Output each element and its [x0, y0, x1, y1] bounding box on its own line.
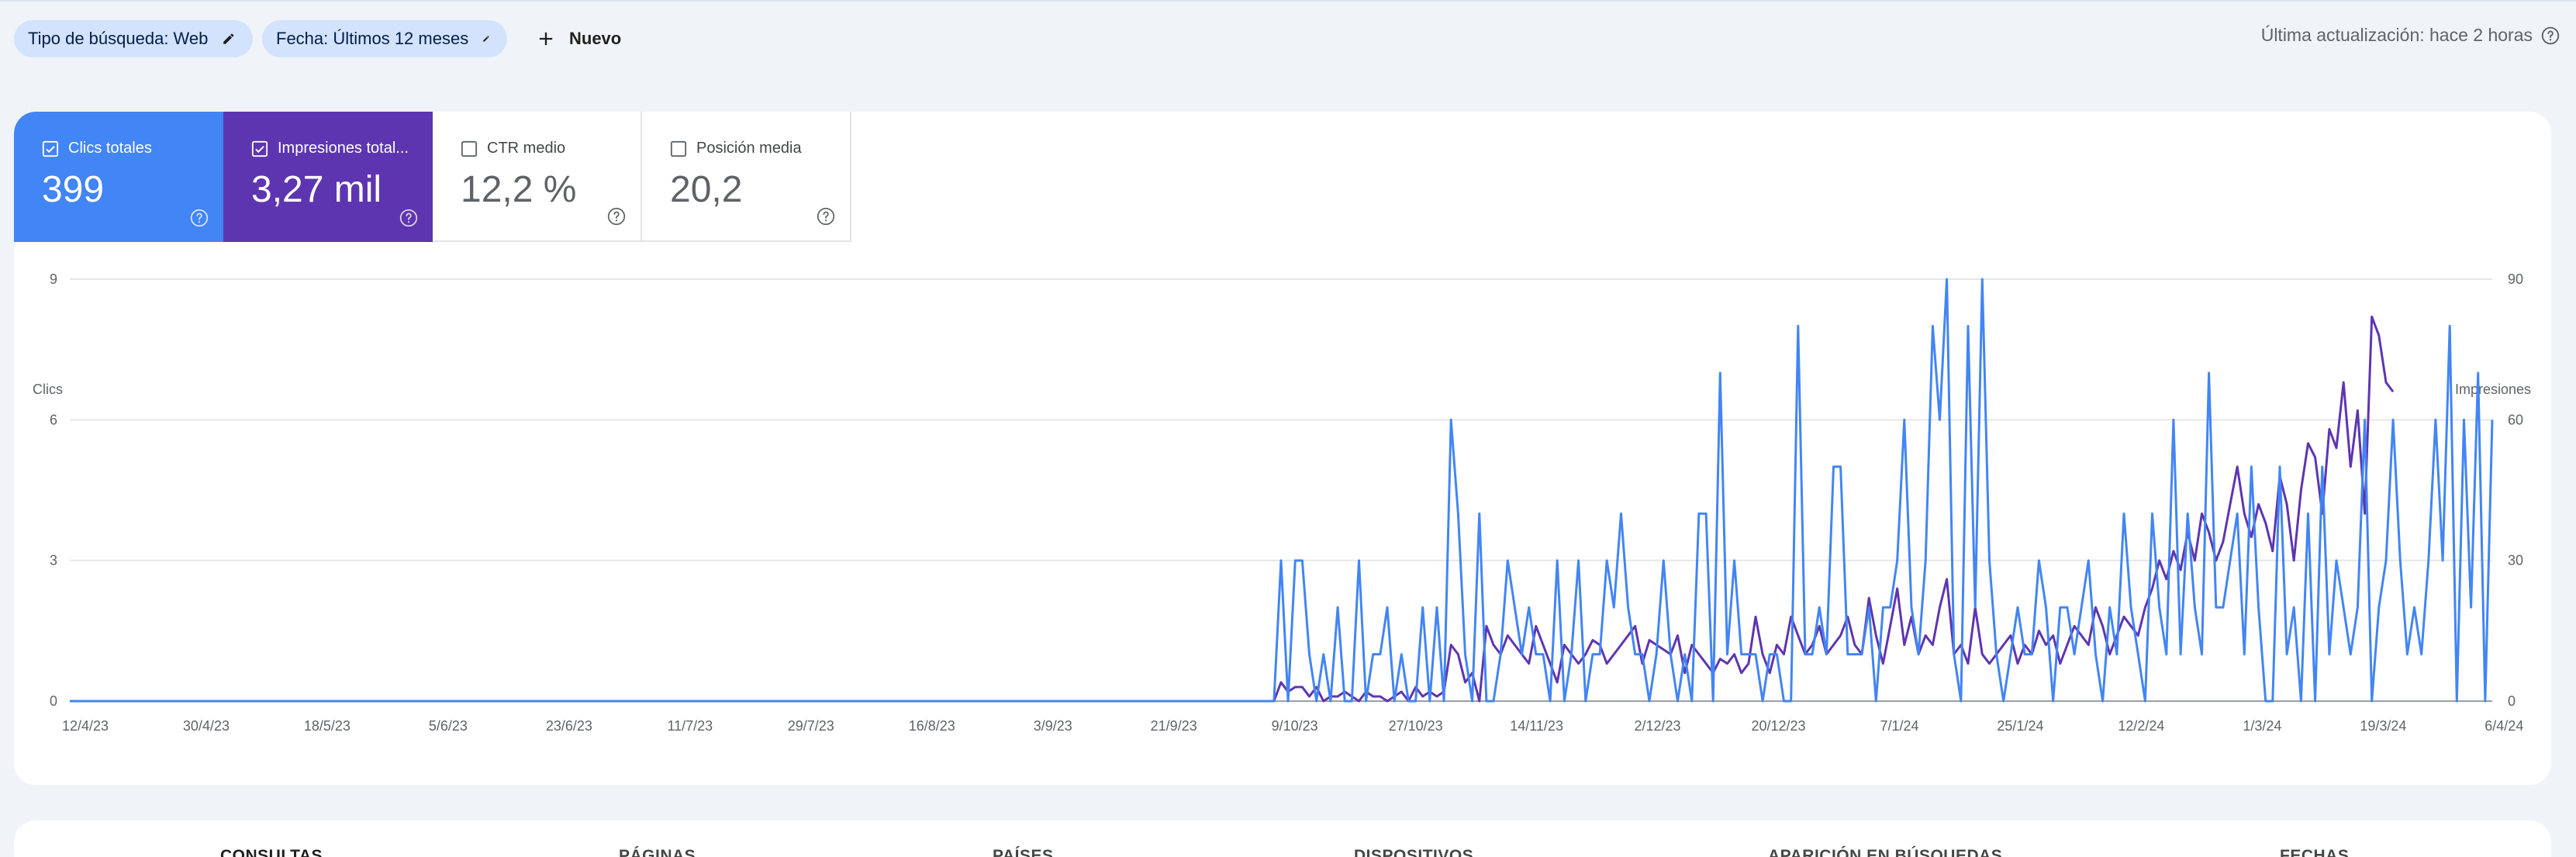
y2-tick-label: 60	[2508, 412, 2523, 427]
y2-tick-label: 0	[2508, 693, 2516, 709]
help-icon[interactable]	[606, 206, 627, 226]
tab-aparicion-en-busquedas[interactable]: APARICIÓN EN BÚSQUEDAS	[1768, 847, 2003, 857]
help-icon[interactable]	[2540, 26, 2560, 46]
performance-card: Clics totales 399 Impresiones total... 3…	[14, 112, 2551, 785]
metric-value: 399	[42, 169, 105, 210]
y-axis-left-label: Clics	[33, 382, 63, 397]
y-tick-label: 0	[50, 693, 57, 709]
x-tick-label: 23/6/23	[546, 718, 592, 734]
x-tick-label: 2/12/23	[1635, 718, 1681, 734]
new-filter-button[interactable]: Nuevo	[527, 20, 629, 57]
report-tabs: CONSULTAS PÁGINAS PAÍSES DISPOSITIVOS AP…	[14, 821, 2551, 857]
y-tick-label: 9	[50, 271, 57, 287]
tab-paises[interactable]: PAÍSES	[993, 847, 1054, 857]
metric-label: Clics totales	[68, 140, 152, 157]
x-tick-label: 7/1/24	[1880, 718, 1918, 734]
help-icon[interactable]	[816, 206, 836, 226]
checkbox-checked-icon[interactable]	[251, 140, 268, 157]
search-type-filter-chip[interactable]: Tipo de búsqueda: Web	[14, 20, 253, 57]
tab-dispositivos[interactable]: DISPOSITIVOS	[1354, 847, 1474, 857]
x-tick-label: 12/4/23	[62, 718, 109, 734]
metric-average-ctr[interactable]: CTR medio 12,2 %	[433, 112, 642, 242]
tab-fechas[interactable]: FECHAS	[2280, 847, 2350, 857]
metric-label: Posición media	[696, 140, 802, 157]
x-tick-label: 12/2/24	[2118, 718, 2164, 734]
date-filter-label: Fecha: Últimos 12 meses	[276, 29, 469, 48]
x-tick-label: 16/8/23	[909, 718, 955, 734]
x-tick-label: 11/7/23	[667, 718, 713, 734]
checkbox-checked-icon[interactable]	[42, 140, 59, 157]
edit-pencil-icon[interactable]	[482, 29, 490, 48]
metric-label: CTR medio	[487, 140, 566, 157]
x-tick-label: 3/9/23	[1034, 718, 1072, 734]
y2-tick-label: 30	[2508, 553, 2523, 568]
x-tick-label: 27/10/23	[1389, 718, 1443, 734]
x-tick-label: 19/3/24	[2360, 718, 2406, 734]
impressions-series-line	[70, 315, 2395, 703]
metric-total-clicks[interactable]: Clics totales 399	[14, 112, 223, 242]
help-icon[interactable]	[189, 208, 209, 228]
x-tick-label: 14/11/23	[1510, 718, 1563, 734]
plus-icon	[539, 32, 553, 46]
metric-value: 12,2 %	[461, 169, 577, 210]
y-tick-label: 6	[50, 412, 57, 427]
filter-bar: Tipo de búsqueda: Web Fecha: Últimos 12 …	[0, 0, 2576, 74]
metric-label: Impresiones total...	[278, 140, 409, 157]
performance-chart[interactable]: Clics Impresiones 0 3 6 9 0 30 60 90 12/4/23 30…	[14, 242, 2551, 785]
metric-total-impressions[interactable]: Impresiones total... 3,27 mil	[223, 112, 433, 242]
clicks-series-line	[70, 278, 2494, 703]
edit-pencil-icon[interactable]	[222, 29, 236, 48]
metric-value: 3,27 mil	[251, 169, 382, 210]
x-tick-label: 5/6/23	[429, 718, 468, 734]
x-tick-label: 21/9/23	[1151, 718, 1197, 734]
x-tick-label: 1/3/24	[2243, 718, 2281, 734]
metric-value: 20,2	[670, 169, 743, 210]
x-tick-label: 25/1/24	[1997, 718, 2043, 734]
x-tick-label: 30/4/23	[183, 718, 230, 734]
x-tick-label: 18/5/23	[304, 718, 350, 734]
new-filter-label: Nuevo	[569, 29, 622, 48]
search-type-filter-label: Tipo de búsqueda: Web	[28, 29, 209, 48]
y-axis-right-label: Impresiones	[2455, 382, 2531, 397]
y2-tick-label: 90	[2508, 271, 2523, 287]
y-tick-label: 3	[50, 553, 57, 568]
tab-consultas[interactable]: CONSULTAS	[220, 847, 323, 857]
date-filter-chip[interactable]: Fecha: Últimos 12 meses	[262, 20, 507, 57]
last-update-text: Última actualización: hace 2 horas	[2260, 25, 2533, 45]
x-tick-label: 9/10/23	[1272, 718, 1318, 734]
help-icon[interactable]	[399, 208, 419, 228]
last-update-info: Última actualización: hace 2 horas	[2261, 25, 2560, 46]
x-tick-label: 29/7/23	[788, 718, 834, 734]
x-tick-label: 20/12/23	[1751, 718, 1805, 734]
checkbox-unchecked-icon[interactable]	[461, 140, 478, 157]
tab-paginas[interactable]: PÁGINAS	[619, 847, 696, 857]
checkbox-unchecked-icon[interactable]	[670, 140, 687, 157]
x-tick-label: 6/4/24	[2484, 718, 2523, 734]
metric-average-position[interactable]: Posición media 20,2	[642, 112, 851, 242]
